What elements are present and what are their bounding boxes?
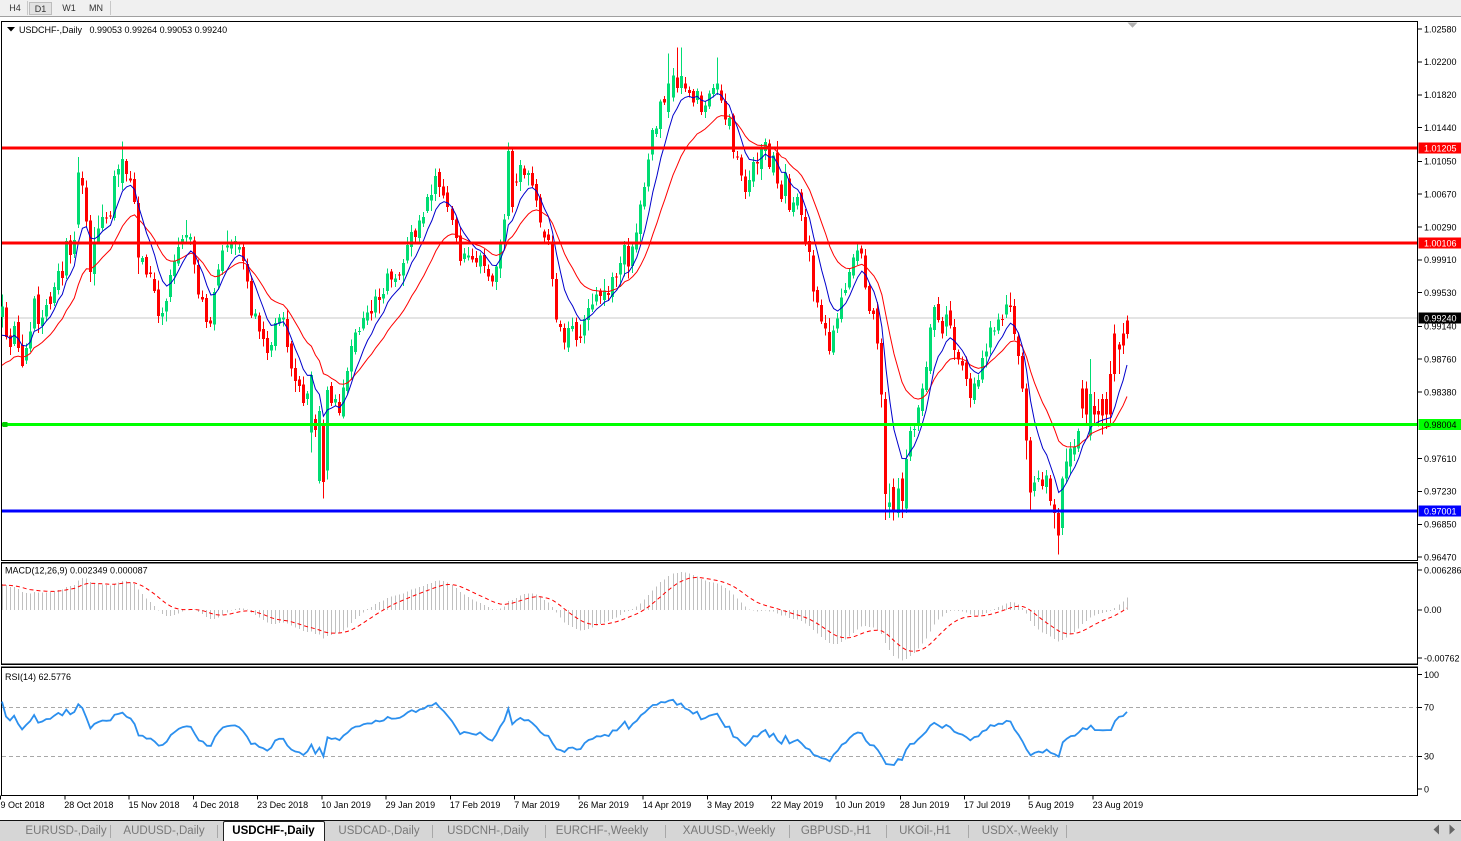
- svg-text:26 Mar 2019: 26 Mar 2019: [578, 800, 629, 810]
- svg-text:1.01205: 1.01205: [1424, 144, 1457, 154]
- svg-text:14 Apr 2019: 14 Apr 2019: [643, 800, 692, 810]
- svg-text:30: 30: [1424, 752, 1434, 762]
- svg-text:28 Oct 2018: 28 Oct 2018: [64, 800, 113, 810]
- svg-text:29 Jan 2019: 29 Jan 2019: [386, 800, 436, 810]
- svg-text:17 Feb 2019: 17 Feb 2019: [450, 800, 501, 810]
- svg-text:1.01050: 1.01050: [1424, 157, 1457, 167]
- svg-text:10 Jan 2019: 10 Jan 2019: [321, 800, 371, 810]
- svg-text:10 Jun 2019: 10 Jun 2019: [836, 800, 886, 810]
- svg-text:17 Jul 2019: 17 Jul 2019: [964, 800, 1011, 810]
- svg-text:70: 70: [1424, 703, 1434, 713]
- svg-text:4 Dec 2018: 4 Dec 2018: [193, 800, 239, 810]
- svg-text:1.00106: 1.00106: [1424, 239, 1457, 249]
- svg-text:9 Oct 2018: 9 Oct 2018: [1, 800, 45, 810]
- svg-text:0: 0: [1424, 784, 1429, 794]
- svg-text:1.00290: 1.00290: [1424, 222, 1457, 232]
- svg-text:0.98760: 0.98760: [1424, 354, 1457, 364]
- svg-text:0.96470: 0.96470: [1424, 552, 1457, 562]
- svg-text:5 Aug 2019: 5 Aug 2019: [1028, 800, 1074, 810]
- svg-text:0.97230: 0.97230: [1424, 487, 1457, 497]
- svg-text:0.97001: 0.97001: [1424, 507, 1457, 517]
- svg-text:0.00: 0.00: [1424, 605, 1442, 615]
- svg-text:0.99530: 0.99530: [1424, 288, 1457, 298]
- svg-text:0.99910: 0.99910: [1424, 255, 1457, 265]
- svg-text:7 Mar 2019: 7 Mar 2019: [514, 800, 560, 810]
- svg-text:23 Dec 2018: 23 Dec 2018: [257, 800, 308, 810]
- svg-text:RSI(14) 62.5776: RSI(14) 62.5776: [5, 672, 71, 682]
- svg-text:28 Jun 2019: 28 Jun 2019: [900, 800, 950, 810]
- svg-text:USDCHF-,Daily 0.99053 0.9926: USDCHF-,Daily 0.99053 0.99264 0.99053 0.…: [19, 25, 227, 35]
- svg-text:23 Aug 2019: 23 Aug 2019: [1093, 800, 1144, 810]
- svg-text:1.02200: 1.02200: [1424, 57, 1457, 67]
- svg-text:0.96850: 0.96850: [1424, 520, 1457, 530]
- svg-text:0.98380: 0.98380: [1424, 387, 1457, 397]
- svg-text:0.99140: 0.99140: [1424, 322, 1457, 332]
- svg-text:1.01440: 1.01440: [1424, 123, 1457, 133]
- svg-text:0.99240: 0.99240: [1424, 314, 1457, 324]
- svg-text:22 May 2019: 22 May 2019: [771, 800, 823, 810]
- svg-text:3 May 2019: 3 May 2019: [707, 800, 754, 810]
- svg-text:1.02580: 1.02580: [1424, 24, 1457, 34]
- svg-text:0.97610: 0.97610: [1424, 454, 1457, 464]
- svg-text:0.98004: 0.98004: [1424, 420, 1457, 430]
- svg-text:-0.00762: -0.00762: [1424, 653, 1460, 663]
- svg-text:100: 100: [1424, 670, 1439, 680]
- svg-text:1.01820: 1.01820: [1424, 90, 1457, 100]
- svg-text:MACD(12,26,9) 0.002349 0.00008: MACD(12,26,9) 0.002349 0.000087: [5, 566, 148, 576]
- svg-text:15 Nov 2018: 15 Nov 2018: [129, 800, 180, 810]
- svg-text:0.006286: 0.006286: [1424, 565, 1461, 575]
- svg-text:1.00670: 1.00670: [1424, 189, 1457, 199]
